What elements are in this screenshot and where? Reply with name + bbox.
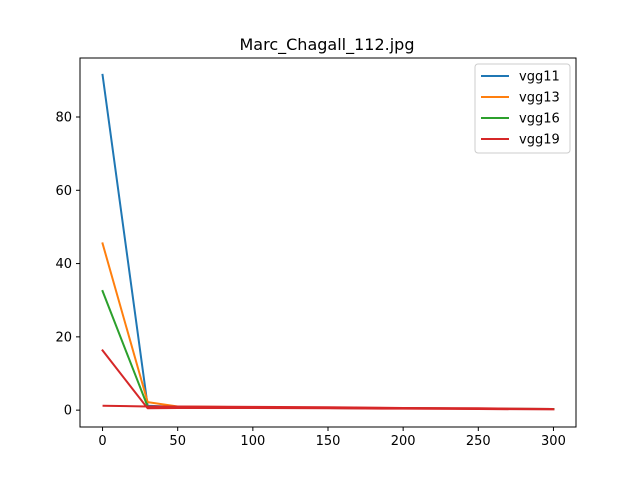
- x-tick-label: 0: [98, 434, 106, 449]
- x-tick-label: 250: [466, 434, 491, 449]
- y-tick-label: 20: [55, 330, 72, 345]
- y-axis-ticks: 0 20 40 60 80: [55, 110, 80, 419]
- plot-lines: [101, 73, 555, 411]
- legend: vgg11 vgg13 vgg16 vgg19: [474, 63, 571, 154]
- x-axis-ticks: 0 50 100 150 200 250 300: [98, 427, 566, 449]
- series-line-extra: [102, 404, 554, 411]
- chart-title: Marc_Chagall_112.jpg: [240, 35, 415, 55]
- x-tick-label: 100: [240, 434, 265, 449]
- x-tick-label: 300: [541, 434, 566, 449]
- y-tick-label: 60: [55, 184, 72, 199]
- x-tick-label: 50: [169, 434, 186, 449]
- series-line-vgg13: [101, 242, 555, 411]
- y-tick-label: 80: [55, 110, 72, 125]
- legend-label-vgg11: vgg11: [519, 70, 560, 85]
- legend-label-vgg16: vgg16: [519, 112, 560, 127]
- series-line-vgg16: [101, 289, 555, 411]
- legend-box: [474, 63, 571, 154]
- y-tick-label: 40: [55, 257, 72, 272]
- legend-label-vgg19: vgg19: [519, 133, 560, 148]
- x-tick-label: 200: [391, 434, 416, 449]
- legend-label-vgg13: vgg13: [519, 91, 560, 106]
- series-line-vgg19: [101, 349, 555, 411]
- x-tick-label: 150: [316, 434, 341, 449]
- y-tick-label: 0: [64, 404, 72, 419]
